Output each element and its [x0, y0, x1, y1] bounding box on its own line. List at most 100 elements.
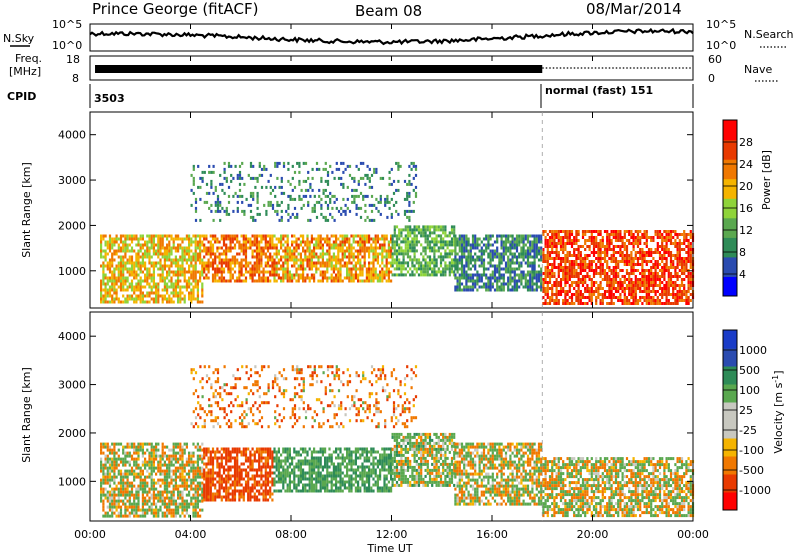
heat-cell	[416, 270, 418, 273]
heat-cell	[173, 295, 175, 298]
heat-cell	[589, 239, 591, 242]
heat-cell	[367, 177, 369, 180]
heat-cell	[124, 247, 126, 250]
heat-cell	[444, 240, 446, 243]
heat-cell	[353, 274, 355, 277]
heat-cell	[215, 210, 217, 213]
heat-cell	[538, 277, 540, 280]
heat-cell	[157, 301, 159, 304]
heat-cell	[250, 162, 252, 165]
heat-cell	[655, 302, 657, 305]
heat-cell	[166, 265, 168, 268]
nave-tick-bottom: 0	[708, 72, 715, 85]
heat-cell	[575, 230, 577, 233]
heat-cell	[573, 275, 575, 278]
heat-cell	[606, 233, 608, 236]
heat-cell	[633, 302, 635, 305]
heat-cell	[312, 210, 314, 213]
heat-cell	[674, 281, 676, 284]
heat-cell	[414, 258, 416, 261]
heat-cell	[131, 455, 133, 458]
heat-cell	[655, 260, 657, 263]
heat-cell	[388, 268, 390, 271]
heat-cell	[668, 272, 670, 275]
heat-cell	[335, 238, 337, 241]
heat-cell	[644, 236, 646, 239]
heat-cell	[113, 494, 115, 497]
heat-cell	[395, 162, 397, 165]
heat-cell	[425, 249, 427, 252]
heat-cell	[639, 290, 641, 293]
heat-cell	[422, 249, 424, 252]
heat-cell	[232, 259, 234, 262]
heat-cell	[217, 195, 219, 198]
heat-cell	[551, 293, 553, 296]
heat-cell	[133, 458, 135, 461]
heat-cell	[370, 250, 372, 253]
heat-cell	[595, 263, 597, 266]
heat-cell	[135, 244, 137, 247]
heat-cell	[192, 265, 194, 268]
heat-cell	[413, 210, 415, 213]
heat-cell	[100, 298, 102, 301]
heat-cell	[379, 265, 381, 268]
heat-cell	[503, 268, 505, 271]
heat-cell	[608, 245, 610, 248]
heat-cell	[164, 235, 166, 238]
heat-cell	[468, 238, 470, 241]
heat-cell	[179, 265, 181, 268]
heat-cell	[606, 239, 608, 242]
heat-cell	[243, 265, 245, 268]
heat-cell	[357, 280, 359, 283]
heat-cell	[619, 230, 621, 233]
heat-cell	[175, 250, 177, 253]
heat-cell	[679, 257, 681, 260]
heat-cell	[122, 280, 124, 283]
heat-cell	[325, 219, 327, 222]
heat-cell	[688, 275, 690, 278]
heat-cell	[225, 244, 227, 247]
heat-cell	[672, 287, 674, 290]
heat-cell	[241, 262, 243, 265]
heat-cell	[133, 449, 135, 452]
heat-cell	[168, 235, 170, 238]
heat-cell	[388, 262, 390, 265]
heat-cell	[120, 458, 122, 461]
heat-cell	[553, 233, 555, 236]
heat-cell	[192, 298, 194, 301]
heat-cell	[586, 257, 588, 260]
heat-cell	[148, 488, 150, 491]
heat-cell	[342, 238, 344, 241]
heat-cell	[201, 268, 203, 271]
heat-cell	[556, 278, 558, 281]
heat-cell	[309, 259, 311, 262]
heat-cell	[164, 500, 166, 503]
heat-cell	[392, 261, 394, 264]
heat-cell	[177, 274, 179, 277]
heat-cell	[270, 186, 272, 189]
heat-cell	[384, 198, 386, 201]
heat-cell	[317, 247, 319, 250]
heat-cell	[650, 290, 652, 293]
heat-cell	[256, 241, 258, 244]
heat-cell	[646, 263, 648, 266]
heat-cell	[223, 241, 225, 244]
heat-cell	[151, 464, 153, 467]
heat-cell	[306, 235, 308, 238]
heat-cell	[595, 251, 597, 254]
heat-cell	[166, 274, 168, 277]
heat-cell	[347, 198, 349, 201]
heat-cell	[392, 255, 394, 258]
heat-cell	[331, 171, 333, 174]
heat-cell	[278, 253, 280, 256]
heat-cell	[465, 247, 467, 250]
heat-cell	[431, 249, 433, 252]
heat-cell	[124, 494, 126, 497]
heat-cell	[646, 230, 648, 233]
heat-cell	[366, 280, 368, 283]
heat-cell	[295, 244, 297, 247]
heat-cell	[356, 204, 358, 207]
heat-cell	[380, 201, 382, 204]
heat-cell	[296, 213, 298, 216]
heat-cell	[361, 238, 363, 241]
